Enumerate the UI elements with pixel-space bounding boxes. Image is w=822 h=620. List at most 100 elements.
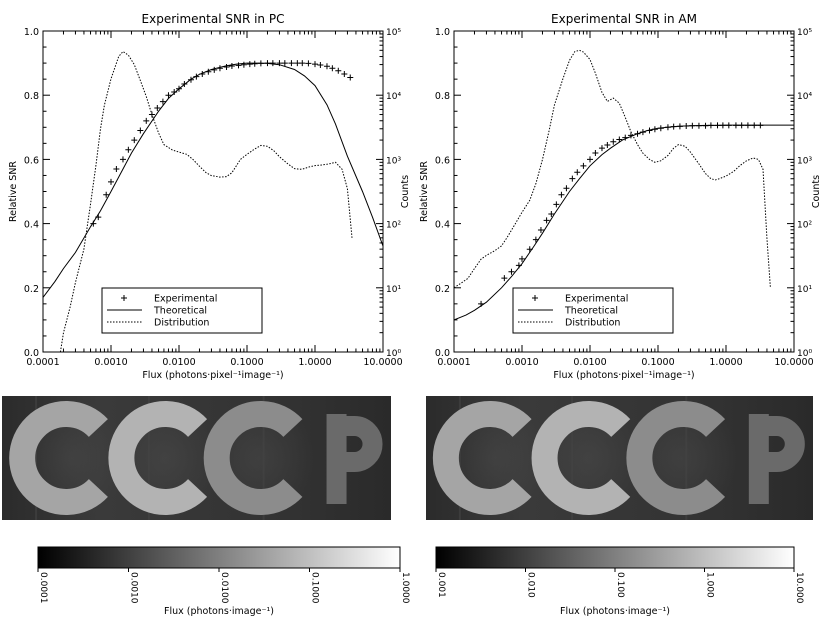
experimental-point bbox=[501, 275, 508, 282]
y2-tick-label: 10⁴ bbox=[386, 92, 401, 102]
y-tick-label: 0.2 bbox=[435, 284, 450, 295]
y2-tick-label: 10⁵ bbox=[797, 28, 812, 38]
x-tick-label: 0.1000 bbox=[230, 357, 263, 368]
column-seam bbox=[685, 396, 688, 520]
y2-tick-label: 10² bbox=[386, 221, 401, 231]
experimental-point bbox=[553, 201, 560, 208]
chart-title: Experimental SNR in AM bbox=[551, 12, 697, 26]
experimental-point bbox=[558, 191, 565, 198]
experimental-point bbox=[288, 60, 295, 67]
y2-tick-label: 10¹ bbox=[797, 285, 812, 295]
legend-label: Theoretical bbox=[564, 306, 618, 317]
experimental-point bbox=[143, 117, 150, 124]
colorbar-gradient bbox=[37, 546, 401, 569]
colorbar-gradient bbox=[435, 546, 795, 569]
x-tick-label: 0.0100 bbox=[162, 357, 195, 368]
y2-tick-label: 10⁵ bbox=[386, 28, 401, 38]
x-tick-label: 0.1000 bbox=[641, 357, 674, 368]
experimental-point bbox=[251, 60, 258, 67]
ccp-image-canvas bbox=[426, 396, 813, 520]
chart-title: Experimental SNR in PC bbox=[142, 12, 285, 26]
distribution-line bbox=[59, 50, 353, 352]
experimental-point bbox=[347, 74, 354, 81]
ccp-image-canvas bbox=[2, 396, 391, 520]
x-axis-label: Flux (photons·pixel⁻¹image⁻¹) bbox=[553, 370, 694, 381]
colorbar-tick-label: 0.010 bbox=[526, 572, 536, 598]
colorbar-tick-label: 10.000 bbox=[794, 572, 804, 604]
legend-label: Experimental bbox=[154, 294, 217, 305]
experimental-point bbox=[223, 63, 230, 70]
x-tick-label: 0.0001 bbox=[437, 357, 470, 368]
experimental-point bbox=[519, 255, 525, 262]
experimental-point bbox=[240, 61, 247, 68]
experimental-point bbox=[537, 227, 544, 234]
experimental-point bbox=[574, 169, 581, 176]
colorbar-tick-label: 0.0010 bbox=[129, 572, 139, 604]
legend-label: Distribution bbox=[565, 318, 620, 329]
experimental-point bbox=[269, 60, 276, 67]
experimental-point bbox=[563, 185, 570, 192]
y-axis-label: Relative SNR bbox=[8, 161, 19, 222]
experimental-point bbox=[323, 63, 330, 70]
colorbar-tick-label: 0.001 bbox=[436, 572, 446, 598]
colorbar-tick-label: 0.1000 bbox=[310, 572, 320, 604]
experimental-point bbox=[228, 62, 235, 69]
y-tick-label: 0.6 bbox=[435, 155, 450, 166]
experimental-point bbox=[119, 156, 126, 163]
colorbar-label: Flux (photons·image⁻¹) bbox=[164, 606, 274, 617]
colorbar-tick-label: 1.0000 bbox=[400, 572, 410, 604]
letter-c bbox=[531, 401, 631, 515]
experimental-point bbox=[211, 66, 218, 73]
y2-tick-label: 10⁴ bbox=[797, 92, 812, 102]
theoretical-line bbox=[43, 62, 383, 298]
column-seam bbox=[147, 396, 150, 520]
column-seam bbox=[571, 396, 574, 520]
experimental-point bbox=[616, 136, 623, 143]
distribution-line bbox=[454, 49, 771, 289]
x-tick-label: 0.0010 bbox=[94, 357, 127, 368]
x-tick-label: 0.0010 bbox=[505, 357, 538, 368]
y-tick-label: 1.0 bbox=[435, 27, 450, 38]
experimental-point bbox=[165, 92, 172, 99]
experimental-point bbox=[131, 137, 138, 144]
x-tick-label: 10.0000 bbox=[774, 357, 813, 368]
ccp-image-am bbox=[426, 396, 813, 520]
y2-tick-label: 10³ bbox=[386, 156, 401, 166]
colorbar-tick-label: 0.100 bbox=[615, 572, 625, 598]
y2-tick-label: 10³ bbox=[797, 156, 812, 166]
y2-tick-label: 10⁰ bbox=[797, 349, 812, 359]
y2-tick-label: 10² bbox=[797, 221, 812, 231]
letter-c bbox=[9, 401, 108, 515]
x-axis-label: Flux (photons·pixel⁻¹image⁻¹) bbox=[142, 370, 283, 381]
experimental-point bbox=[335, 67, 342, 74]
y-tick-label: 0.8 bbox=[435, 91, 450, 102]
theoretical-line bbox=[454, 124, 794, 321]
experimental-point bbox=[548, 210, 555, 217]
legend-symbol-experimental bbox=[532, 295, 538, 301]
letter-c bbox=[432, 401, 532, 515]
experimental-point bbox=[171, 88, 178, 95]
experimental-point bbox=[305, 60, 312, 67]
colorbar-am: 0.001 0.010 0.100 1.000 10.000 Flux (photons·… bbox=[435, 546, 804, 617]
y2-axis-label: Counts bbox=[400, 175, 411, 208]
y-tick-label: 0.4 bbox=[435, 220, 450, 231]
experimental-point bbox=[610, 138, 617, 145]
column-seam bbox=[35, 396, 38, 520]
letter-c bbox=[108, 401, 208, 515]
experimental-point bbox=[137, 127, 144, 134]
experimental-point bbox=[508, 268, 515, 275]
x-tick-label: 0.0001 bbox=[26, 357, 59, 368]
experimental-point bbox=[580, 162, 587, 169]
legend-label: Theoretical bbox=[153, 306, 207, 317]
experimental-point bbox=[299, 60, 306, 67]
experimental-point bbox=[598, 145, 605, 152]
experimental-point bbox=[604, 141, 611, 148]
experimental-point bbox=[312, 61, 318, 68]
colorbar-tick-label: 0.0100 bbox=[219, 572, 229, 604]
legend-label: Experimental bbox=[565, 294, 628, 305]
chart-pc: Experimental SNR in PC 0.0001 0.0010 0.0100… bbox=[8, 12, 411, 381]
y-tick-label: 0.6 bbox=[24, 155, 39, 166]
experimental-point bbox=[154, 105, 161, 112]
letter-p bbox=[748, 414, 805, 504]
